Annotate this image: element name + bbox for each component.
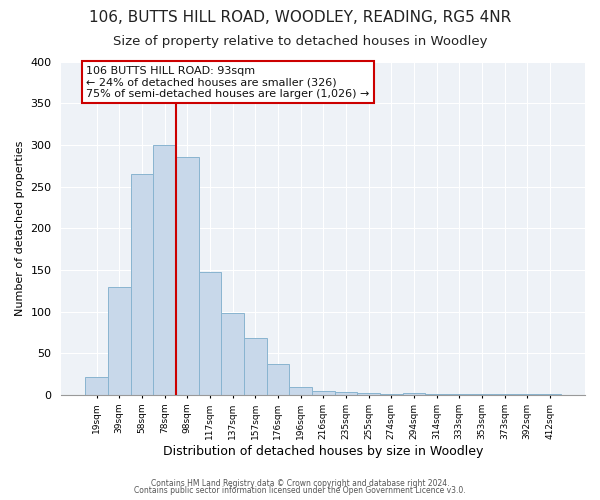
Bar [380, 394, 403, 395]
Bar [539, 394, 561, 395]
Text: Size of property relative to detached houses in Woodley: Size of property relative to detached ho… [113, 35, 487, 48]
Bar [425, 394, 448, 395]
Bar [199, 272, 221, 395]
Bar [153, 145, 176, 395]
Bar [470, 394, 493, 395]
Text: 106, BUTTS HILL ROAD, WOODLEY, READING, RG5 4NR: 106, BUTTS HILL ROAD, WOODLEY, READING, … [89, 10, 511, 25]
Bar [516, 394, 539, 395]
Bar [244, 338, 266, 395]
X-axis label: Distribution of detached houses by size in Woodley: Distribution of detached houses by size … [163, 444, 484, 458]
Bar [448, 394, 470, 395]
Bar [403, 394, 425, 395]
Bar [357, 394, 380, 395]
Bar [85, 376, 108, 395]
Bar [131, 174, 153, 395]
Bar [108, 286, 131, 395]
Text: Contains public sector information licensed under the Open Government Licence v3: Contains public sector information licen… [134, 486, 466, 495]
Text: 106 BUTTS HILL ROAD: 93sqm
← 24% of detached houses are smaller (326)
75% of sem: 106 BUTTS HILL ROAD: 93sqm ← 24% of deta… [86, 66, 370, 99]
Bar [289, 386, 312, 395]
Text: Contains HM Land Registry data © Crown copyright and database right 2024.: Contains HM Land Registry data © Crown c… [151, 478, 449, 488]
Bar [176, 158, 199, 395]
Y-axis label: Number of detached properties: Number of detached properties [15, 140, 25, 316]
Bar [335, 392, 357, 395]
Bar [312, 391, 335, 395]
Bar [221, 313, 244, 395]
Bar [266, 364, 289, 395]
Bar [493, 394, 516, 395]
